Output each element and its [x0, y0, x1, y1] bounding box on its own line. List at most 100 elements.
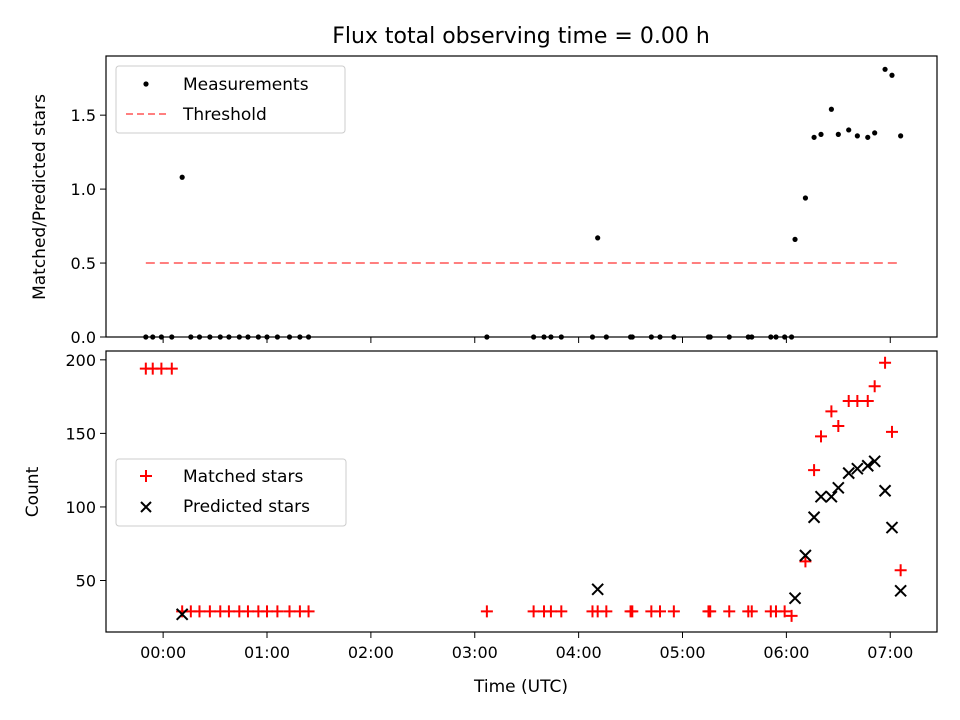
predicted-stars-point: [861, 459, 874, 472]
matched-stars-point: [667, 605, 680, 618]
measurements-point: [179, 174, 185, 180]
x-tick-label: 03:00: [452, 643, 498, 662]
predicted-stars-legend-label: Predicted stars: [183, 497, 310, 517]
predicted-stars-point: [832, 481, 845, 495]
matched-stars-point: [480, 605, 493, 618]
matched-stars-point: [832, 420, 845, 433]
matched-stars-point: [704, 605, 717, 618]
count-y-tick-label: 100: [65, 498, 96, 517]
measurements-point: [835, 131, 841, 137]
x-tick-label: 01:00: [244, 643, 290, 662]
ratio-panel: Matched/Predicted stars 0.0 0.5 1.0 1.5 Mea…: [30, 55, 938, 347]
predicted-stars-point: [894, 584, 907, 598]
measurements-legend-marker: [143, 81, 149, 87]
ratio-axes-frame: [105, 55, 938, 338]
matched-stars-point: [261, 605, 274, 618]
threshold-legend-label: Threshold: [182, 105, 267, 125]
matched-stars-point: [271, 605, 284, 618]
matched-stars-point: [851, 395, 864, 408]
matched-stars-point: [193, 605, 206, 618]
matched-stars-point: [600, 605, 613, 618]
ratio-y-tick-label: 0.5: [71, 254, 96, 273]
measurements-point: [846, 127, 852, 133]
figure-title: Flux total observing time = 0.00 h: [332, 24, 710, 49]
x-tick-label: 05:00: [659, 643, 705, 662]
predicted-stars-point: [842, 466, 855, 480]
matched-stars-point: [203, 605, 216, 618]
ratio-legend-box: [115, 65, 346, 134]
x-tick-label: 04:00: [556, 643, 602, 662]
measurements-point: [818, 131, 824, 137]
measurements-point: [811, 134, 817, 140]
matched-stars-point: [808, 464, 821, 477]
matched-stars-point: [654, 605, 666, 618]
matched-stars-point: [879, 356, 892, 369]
measurements-point: [898, 133, 904, 139]
matched-stars-point: [302, 605, 315, 618]
count-axes-frame: [105, 350, 938, 633]
measurements-legend-label: Measurements: [183, 75, 309, 95]
matched-stars-point: [815, 430, 828, 443]
predicted-stars-point: [885, 521, 899, 534]
matched-stars-point: [894, 564, 907, 577]
matched-stars-point: [241, 605, 254, 618]
ratio-y-tick-label: 0.0: [71, 328, 96, 347]
predicted-stars-legend-marker: [140, 501, 152, 513]
predicted-stars-point: [851, 462, 864, 475]
predicted-stars-point: [814, 490, 828, 503]
matched-stars-point: [778, 605, 791, 618]
x-axis-label: Time (UTC): [473, 677, 568, 697]
count-legend-box: [115, 458, 347, 527]
measurements-point: [595, 235, 601, 241]
matched-stars-point: [885, 425, 898, 438]
ratio-y-tick-label: 1.0: [71, 180, 96, 199]
matched-stars-point: [283, 605, 296, 618]
predicted-stars-point: [788, 591, 802, 605]
measurements-point: [865, 134, 871, 140]
predicted-stars-point: [807, 511, 821, 524]
count-y-axis-label: Count: [23, 466, 43, 517]
ratio-axis-ticks: 0.0 0.5 1.0 1.5: [71, 106, 891, 347]
measurements-point: [854, 133, 860, 139]
matched-stars-point: [527, 605, 540, 618]
matched-stars-point: [723, 605, 736, 618]
predicted-stars-point: [591, 583, 604, 596]
count-y-tick-label: 50: [76, 572, 96, 591]
matched-stars-point: [799, 555, 812, 568]
count-axis-ticks: 50 100 150 200 00:00 01:00 02:00 03:00 04:00 05:0…: [65, 351, 913, 662]
matched-stars-point: [825, 405, 838, 418]
predicted-stars-point: [825, 490, 838, 503]
predicted-stars-point: [799, 549, 812, 562]
matched-stars-point: [868, 380, 881, 393]
matched-stars-point: [626, 605, 639, 618]
x-tick-label: 02:00: [348, 643, 394, 662]
matched-stars-point: [555, 605, 568, 618]
x-tick-label: 07:00: [867, 643, 913, 662]
measurements-point: [802, 195, 809, 201]
measurements-point: [828, 106, 834, 112]
count-y-tick-label: 200: [65, 351, 96, 370]
measurements-point: [792, 236, 798, 242]
ratio-y-tick-label: 1.5: [71, 106, 96, 125]
x-tick-label: 06:00: [763, 643, 809, 662]
predicted-stars-point: [868, 455, 881, 468]
matched-stars-point: [155, 362, 168, 375]
matched-stars-legend-marker: [140, 470, 152, 482]
matched-stars-point: [785, 609, 798, 622]
measurements-point: [872, 130, 878, 136]
matched-stars-point: [222, 605, 235, 618]
count-y-tick-label: 150: [65, 424, 96, 443]
matched-stars-point: [165, 362, 178, 375]
predicted-stars-point: [175, 608, 189, 621]
count-plot-area: [139, 356, 907, 622]
matched-stars-point: [544, 605, 557, 618]
matched-stars-legend-label: Matched stars: [183, 467, 303, 487]
ratio-y-axis-label: Matched/Predicted stars: [30, 94, 50, 300]
count-legend: Matched stars Predicted stars: [115, 458, 347, 527]
matched-stars-point: [861, 395, 874, 408]
count-panel: Count 50 100 150 200 00:00 01:00 02:00 03:00 04:…: [23, 350, 938, 662]
ratio-legend: Measurements Threshold: [115, 65, 346, 134]
measurements-point: [882, 66, 888, 72]
x-tick-label: 00:00: [140, 643, 186, 662]
